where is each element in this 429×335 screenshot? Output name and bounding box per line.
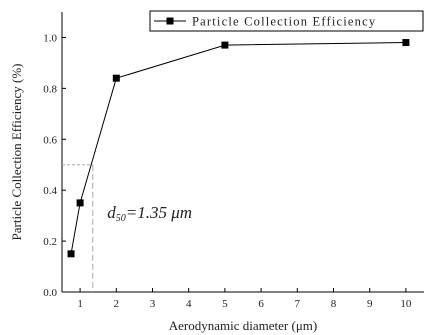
data-point-0 [67, 250, 75, 258]
x-axis-ticks: 1 2 3 4 5 6 7 8 9 10 [77, 288, 412, 310]
legend-marker [166, 17, 174, 25]
y-tick-label-0: 0.0 [43, 287, 57, 299]
series-group [67, 39, 410, 258]
y-tick-label-2: 0.4 [43, 185, 57, 197]
x-tick-label-7: 7 [295, 298, 301, 310]
x-tick-label-5: 5 [222, 298, 228, 310]
legend-box [149, 10, 424, 32]
y-tick-label-5: 1.0 [43, 32, 57, 44]
data-point-3 [221, 41, 229, 49]
d50-annotation: d50=1.35 μm [107, 203, 192, 224]
x-tick-label-10: 10 [400, 298, 412, 310]
x-tick-label-1: 1 [77, 298, 83, 310]
annotation-group: d50=1.35 μm [62, 164, 192, 292]
x-axis-title: Aerodynamic diameter (μm) [169, 318, 317, 333]
y-axis-title: Particle Collection Efficiency (%) [9, 64, 24, 241]
x-tick-label-2: 2 [114, 298, 120, 310]
x-tick-label-4: 4 [186, 298, 192, 310]
d50-rest: =1.35 μm [126, 203, 192, 222]
data-point-1 [76, 199, 84, 207]
x-tick-label-6: 6 [258, 298, 264, 310]
legend: Particle Collection Efficiency [149, 10, 424, 32]
x-tick-label-3: 3 [150, 298, 156, 310]
d50-main: d [107, 203, 116, 222]
x-tick-label-8: 8 [331, 298, 337, 310]
y-tick-label-3: 0.6 [43, 134, 57, 146]
x-tick-label-9: 9 [367, 298, 373, 310]
legend-label: Particle Collection Efficiency [192, 15, 376, 29]
data-point-4 [402, 39, 410, 47]
plot-frame [61, 12, 424, 293]
data-point-2 [112, 74, 120, 82]
y-axis-ticks: 0.0 0.2 0.4 0.6 0.8 1.0 [43, 32, 66, 299]
y-tick-label-1: 0.2 [43, 236, 57, 248]
y-tick-label-4: 0.8 [43, 83, 57, 95]
d50-subscript: 50 [116, 213, 126, 224]
